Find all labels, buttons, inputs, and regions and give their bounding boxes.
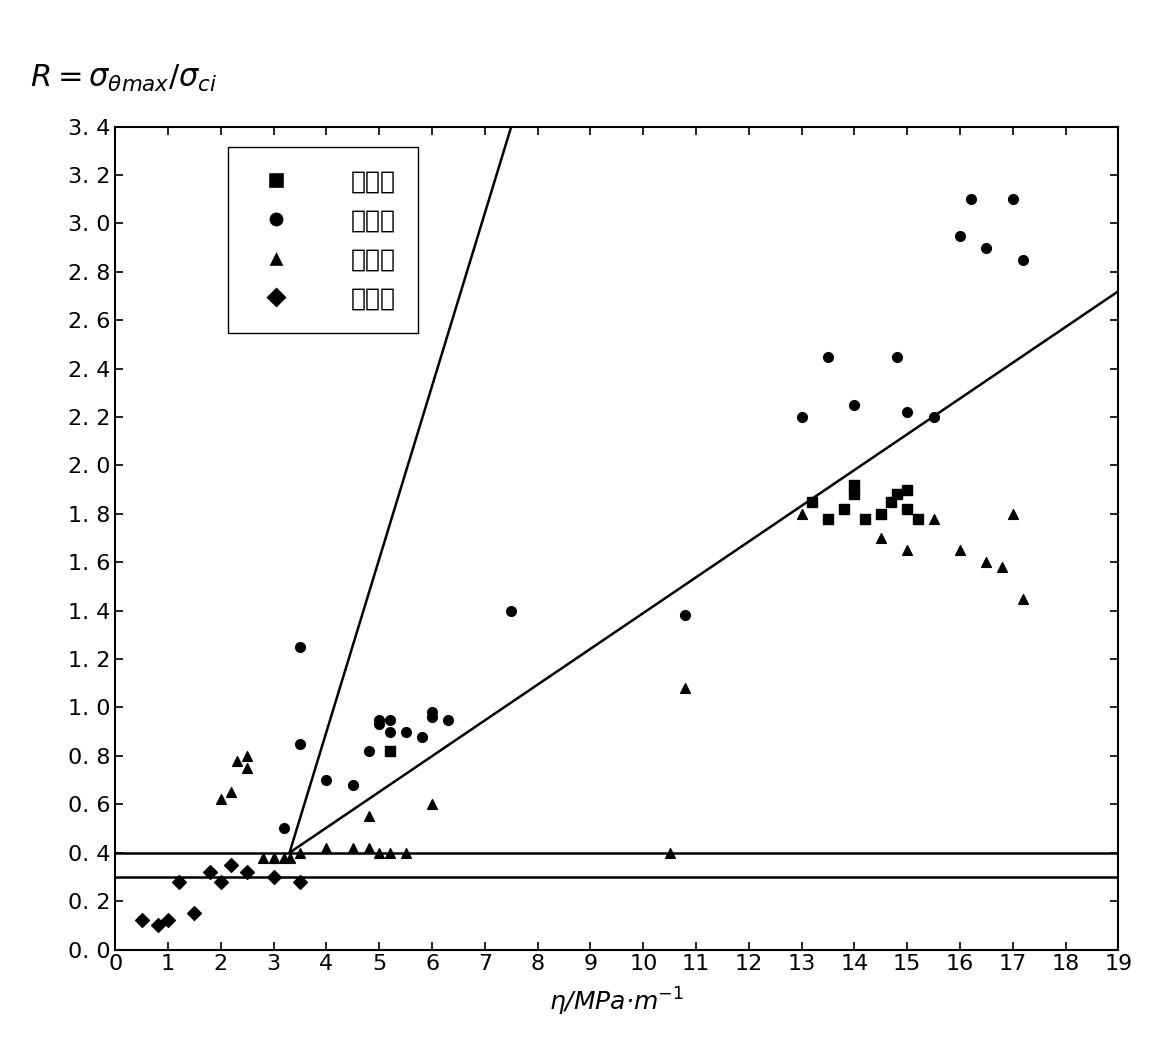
Point	[872, 505, 890, 522]
Point	[802, 494, 821, 511]
Point	[380, 711, 399, 728]
Point	[254, 849, 272, 866]
Point	[397, 724, 415, 741]
Point	[677, 679, 695, 696]
Point	[845, 486, 864, 503]
Point	[993, 559, 1011, 576]
Point	[276, 849, 294, 866]
Point	[819, 348, 837, 365]
Point	[370, 711, 389, 728]
Point	[291, 874, 309, 890]
Point	[845, 477, 864, 494]
Point	[898, 404, 917, 421]
Point	[951, 541, 970, 558]
Point	[238, 760, 256, 776]
Point	[370, 716, 389, 733]
Point	[397, 844, 415, 861]
Point	[872, 530, 890, 546]
Point	[344, 776, 362, 793]
Point	[291, 844, 309, 861]
Point	[276, 820, 294, 837]
Point	[360, 743, 378, 760]
Point	[227, 752, 246, 769]
Point	[898, 541, 917, 558]
Point	[291, 638, 309, 655]
Point	[159, 912, 178, 928]
Point	[264, 849, 282, 866]
Point	[856, 511, 874, 528]
Point	[1015, 590, 1033, 607]
Point	[951, 227, 970, 244]
Point	[792, 505, 811, 522]
Point	[898, 481, 917, 498]
Point	[238, 864, 256, 881]
Point	[925, 408, 943, 425]
Point	[380, 743, 399, 760]
Point	[925, 511, 943, 528]
Point	[186, 905, 204, 922]
Point	[845, 397, 864, 414]
Point	[882, 494, 900, 511]
Point	[962, 191, 980, 208]
Point	[978, 239, 996, 256]
Point	[212, 791, 231, 808]
Point	[423, 795, 442, 812]
Point	[264, 868, 282, 885]
Point	[169, 874, 188, 890]
Point	[792, 408, 811, 425]
Point	[423, 704, 442, 721]
Point	[677, 607, 695, 624]
Point	[212, 874, 231, 890]
Point	[344, 840, 362, 857]
Point	[819, 511, 837, 528]
Point	[223, 857, 241, 874]
Point	[291, 735, 309, 752]
Point	[661, 844, 679, 861]
Point	[238, 747, 256, 764]
X-axis label: $\eta$/MPa·m$^{-1}$: $\eta$/MPa·m$^{-1}$	[549, 985, 685, 1018]
Point	[1003, 505, 1022, 522]
Point	[149, 917, 167, 934]
Point	[835, 500, 853, 517]
Point	[413, 728, 431, 745]
Text: $\mathit{R}=\mathit{\sigma}_{\mathit{\theta}max}/\mathit{\sigma}_{ci}$: $\mathit{R}=\mathit{\sigma}_{\mathit{\th…	[30, 62, 218, 94]
Point	[317, 771, 336, 788]
Point	[898, 500, 917, 517]
Point	[133, 912, 151, 928]
Point	[380, 724, 399, 741]
Point	[423, 709, 442, 726]
Point	[502, 602, 520, 619]
Point	[360, 808, 378, 825]
Point	[380, 844, 399, 861]
Point	[317, 840, 336, 857]
Point	[888, 348, 906, 365]
Point	[223, 784, 241, 801]
Point	[978, 554, 996, 571]
Point	[370, 844, 389, 861]
Point	[264, 849, 282, 866]
Point	[1015, 251, 1033, 268]
Point	[201, 864, 219, 881]
Legend: 强岩爆, 中岩爆, 弱岩爆, 无岩爆: 强岩爆, 中岩爆, 弱岩爆, 无岩爆	[228, 148, 419, 333]
Point	[1003, 191, 1022, 208]
Point	[909, 511, 927, 528]
Point	[888, 486, 906, 503]
Point	[360, 840, 378, 857]
Point	[280, 849, 299, 866]
Point	[438, 711, 457, 728]
